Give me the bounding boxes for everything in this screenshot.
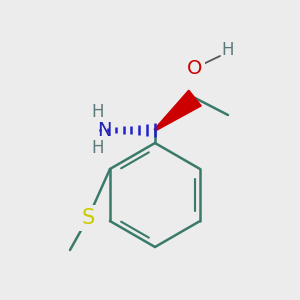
- Text: H: H: [92, 139, 104, 157]
- Text: O: O: [187, 58, 203, 77]
- Text: H: H: [92, 103, 104, 121]
- Text: S: S: [81, 208, 94, 228]
- Text: H: H: [222, 41, 234, 59]
- Text: N: N: [97, 121, 111, 140]
- Polygon shape: [154, 90, 201, 131]
